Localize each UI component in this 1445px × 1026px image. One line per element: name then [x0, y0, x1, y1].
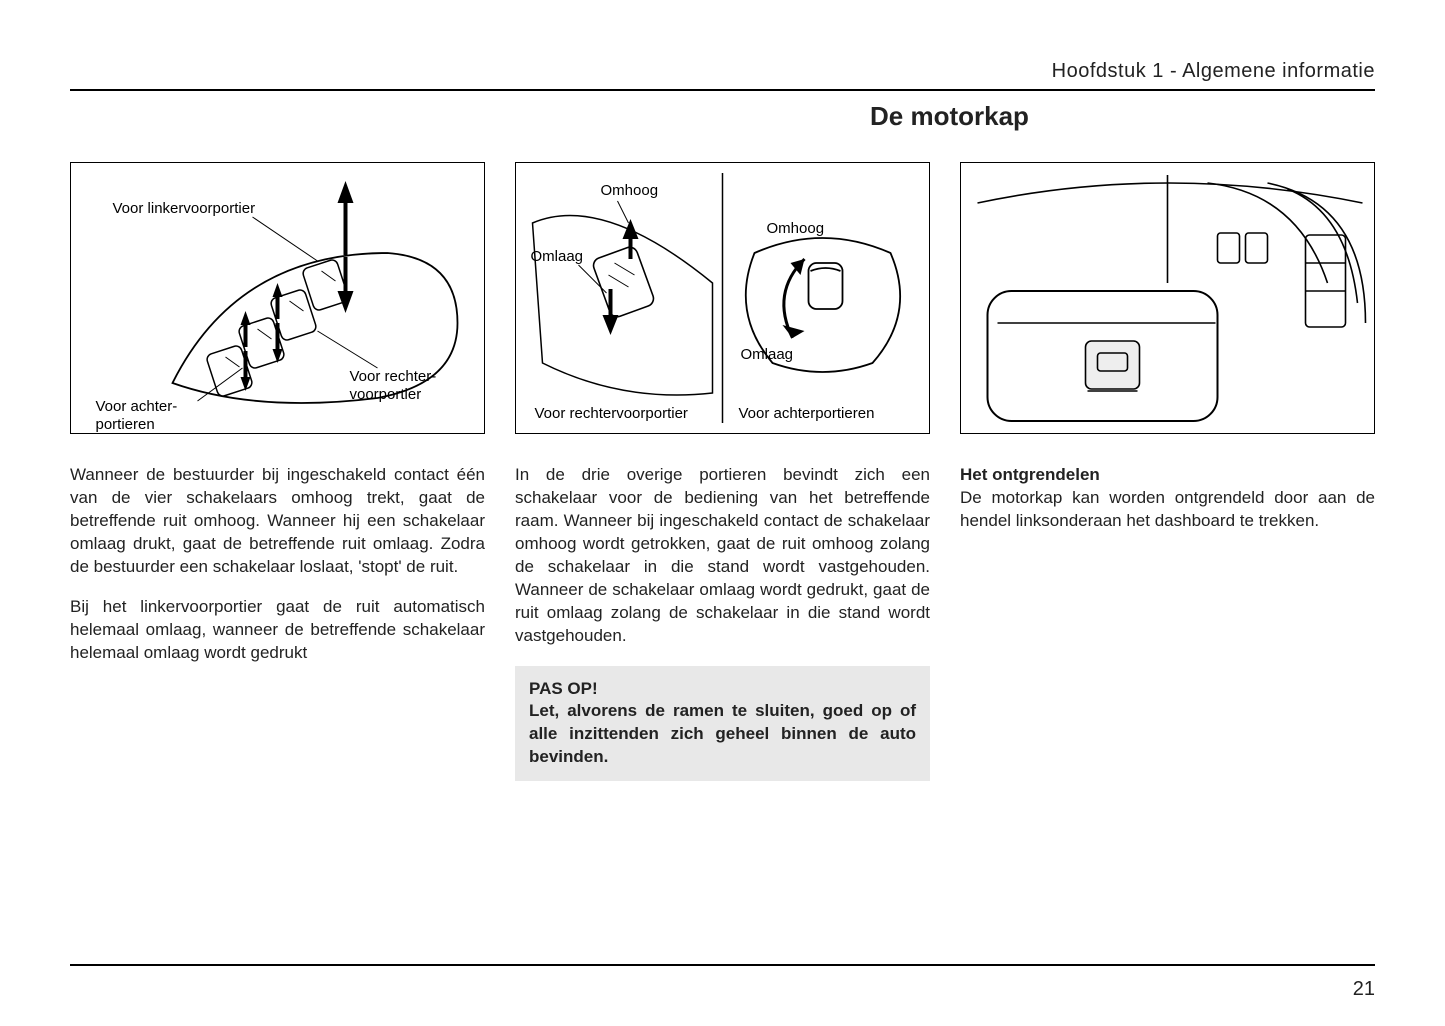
fig1-label-bottom1: Voor achter-: [96, 398, 178, 415]
column-3: Het ontgrendelen De motorkap kan worden …: [960, 162, 1375, 781]
column-2: Omhoog Omlaag Voor rechtervoorportier: [515, 162, 930, 781]
warning-body: Let, alvorens de ramen te sluiten, goed …: [529, 700, 916, 769]
col3-p1: De motorkap kan worden ontgrendeld door …: [960, 488, 1375, 530]
section-title: De motorkap: [870, 101, 1375, 132]
col2-p1: In de drie overige portieren bevindt zic…: [515, 464, 930, 648]
fig2-right-down: Omlaag: [741, 346, 794, 363]
figure-1: Voor linkervoorportier Voor rechter- voo…: [70, 162, 485, 434]
warning-box: PAS OP! Let, alvorens de ramen te sluite…: [515, 666, 930, 782]
column-1: Voor linkervoorportier Voor rechter- voo…: [70, 162, 485, 781]
page-number: 21: [1353, 978, 1375, 1001]
col3-subhead: Het ontgrendelen: [960, 465, 1100, 484]
col3-block: Het ontgrendelen De motorkap kan worden …: [960, 464, 1375, 533]
col1-p2: Bij het linkervoorportier gaat de ruit a…: [70, 596, 485, 665]
columns: Voor linkervoorportier Voor rechter- voo…: [70, 162, 1375, 781]
fig1-label-right2: voorportier: [350, 386, 422, 403]
fig2-left-up: Omhoog: [601, 182, 659, 199]
footer-rule: [70, 964, 1375, 966]
fig2-left-caption: Voor rechtervoorportier: [535, 405, 688, 422]
fig2-right-caption: Voor achterportieren: [739, 405, 875, 422]
fig1-label-bottom2: portieren: [96, 416, 155, 433]
figure-3: [960, 162, 1375, 434]
fig2-left-down: Omlaag: [531, 248, 584, 265]
fig2-right-up: Omhoog: [767, 220, 825, 237]
warning-head: PAS OP!: [529, 678, 916, 701]
fig1-label-right1: Voor rechter-: [350, 368, 437, 385]
col1-p1: Wanneer de bestuurder bij ingeschakeld c…: [70, 464, 485, 579]
fig1-label-top: Voor linkervoorportier: [113, 200, 256, 217]
figure-2: Omhoog Omlaag Voor rechtervoorportier: [515, 162, 930, 434]
chapter-header: Hoofdstuk 1 - Algemene informatie: [70, 60, 1375, 91]
page: Hoofdstuk 1 - Algemene informatie De mot…: [0, 0, 1445, 821]
